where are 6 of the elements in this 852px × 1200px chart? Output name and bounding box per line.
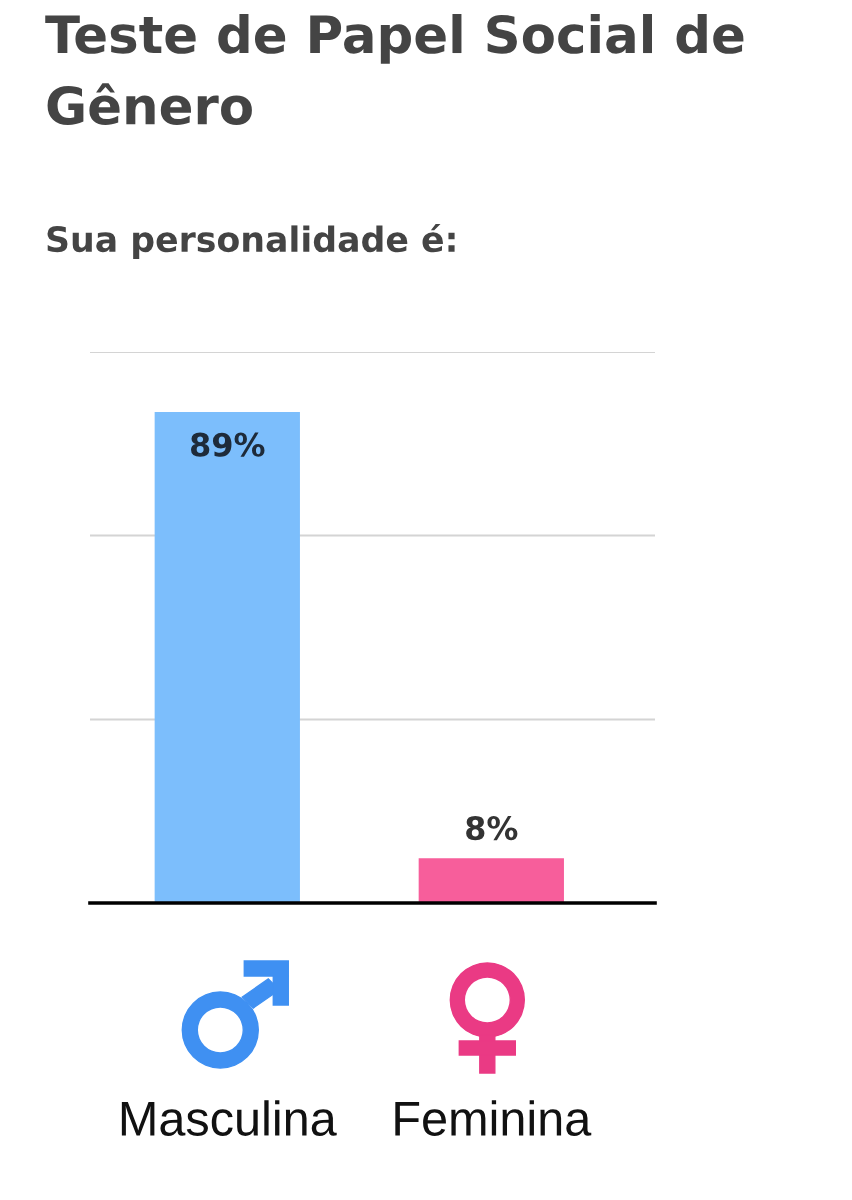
data-label: 89% xyxy=(191,432,265,457)
chart-subtitle: Sua personalidade é: xyxy=(47,224,455,259)
x-tick-label: Masculina xyxy=(121,1100,337,1136)
chart-title: Teste de Papel Social de Gênero xyxy=(45,14,744,125)
x-tick-label: Feminina xyxy=(395,1100,592,1136)
data-label: 8% xyxy=(466,816,518,841)
